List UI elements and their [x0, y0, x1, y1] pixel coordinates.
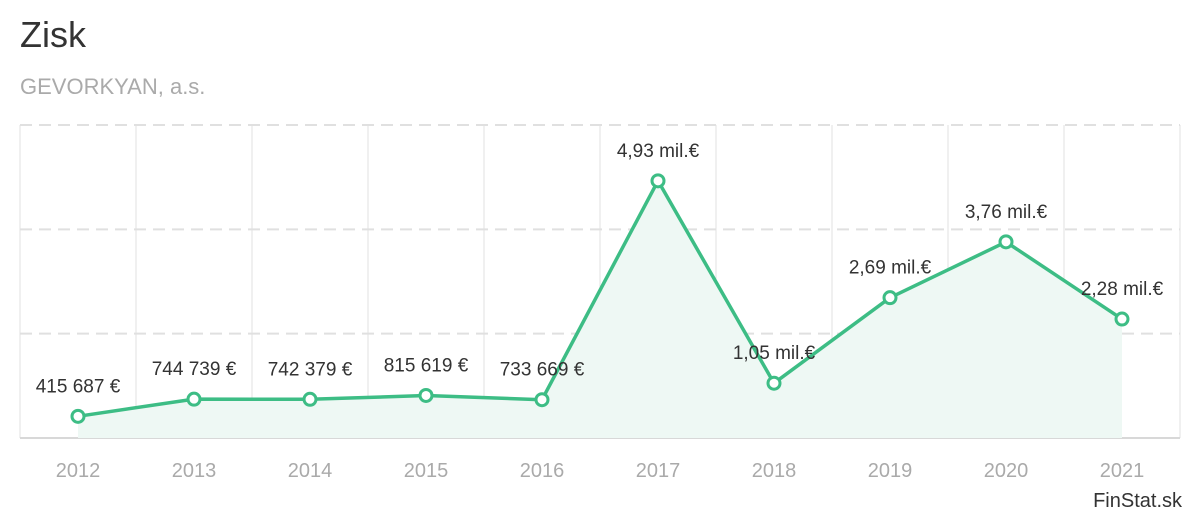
data-point-2012[interactable] [70, 408, 86, 424]
chart-subtitle: GEVORKYAN, a.s. [20, 74, 206, 99]
ticks-layer: 2012 2013 2014 2015 2016 2017 2018 2019 2020 2021 [56, 460, 1145, 482]
data-label-2016: 733 669 € [500, 360, 585, 381]
labels-layer: 415 687 € 744 739 € 742 379 € 815 619 € 733 … [36, 141, 1164, 397]
data-point-2019[interactable] [882, 290, 898, 306]
data-point-2014[interactable] [302, 391, 318, 407]
data-point-2016[interactable] [534, 392, 550, 408]
data-label-2014: 742 379 € [268, 359, 353, 380]
x-tick-label-2014: 2014 [288, 460, 333, 482]
data-label-2015: 815 619 € [384, 355, 469, 376]
data-label-2019: 2,69 mil.€ [849, 258, 932, 279]
data-label-2012: 415 687 € [36, 376, 121, 397]
x-tick-label-2017: 2017 [636, 460, 681, 482]
credit-link[interactable]: FinStat.sk [1093, 490, 1182, 512]
x-tick-label-2018: 2018 [752, 460, 797, 482]
data-point-2021[interactable] [1114, 311, 1130, 327]
data-point-2018[interactable] [766, 375, 782, 391]
data-point-2015[interactable] [418, 387, 434, 403]
x-tick-label-2013: 2013 [172, 460, 217, 482]
data-label-2013: 744 739 € [152, 359, 237, 380]
data-label-2020: 3,76 mil.€ [965, 202, 1048, 223]
profit-area [78, 180, 1122, 439]
x-tick-label-2015: 2015 [404, 460, 449, 482]
x-tick-label-2020: 2020 [984, 460, 1029, 482]
data-label-2021: 2,28 mil.€ [1081, 279, 1164, 300]
profit-line [77, 179, 1123, 419]
data-point-2013[interactable] [186, 391, 202, 407]
data-point-2017[interactable] [650, 173, 666, 189]
chart-title: Zisk [20, 14, 86, 55]
data-point-2020[interactable] [998, 234, 1014, 250]
data-label-2017: 4,93 mil.€ [617, 141, 700, 162]
x-tick-label-2021: 2021 [1100, 460, 1145, 482]
data-label-2018: 1,05 mil.€ [733, 343, 816, 364]
x-tick-label-2012: 2012 [56, 460, 101, 482]
x-tick-label-2016: 2016 [520, 460, 565, 482]
x-tick-label-2019: 2019 [868, 460, 913, 482]
points-layer [70, 173, 1130, 424]
